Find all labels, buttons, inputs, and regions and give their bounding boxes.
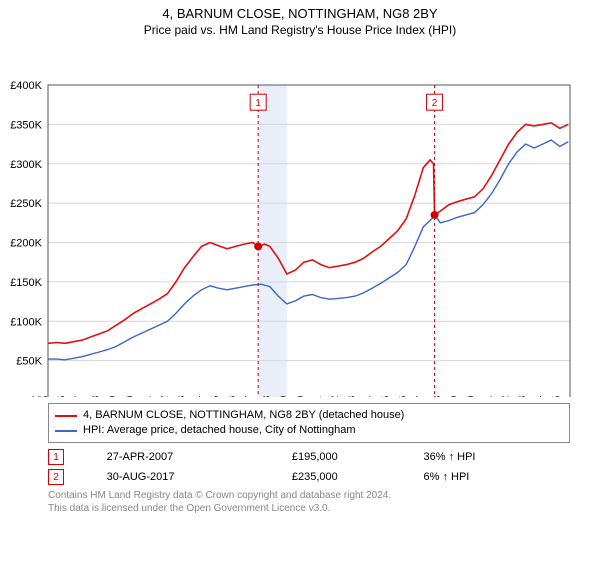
svg-text:2014: 2014 [363, 396, 375, 397]
svg-text:2011: 2011 [312, 396, 324, 397]
svg-text:2012: 2012 [329, 396, 341, 397]
svg-text:2002: 2002 [158, 396, 170, 397]
events-table: 1 27-APR-2007 £195,000 36% ↑ HPI 2 30-AU… [48, 447, 570, 487]
footer-line: Contains HM Land Registry data © Crown c… [48, 489, 570, 502]
svg-text:2013: 2013 [346, 396, 358, 397]
table-row: 1 27-APR-2007 £195,000 36% ↑ HPI [48, 447, 570, 467]
svg-text:2020: 2020 [465, 396, 477, 397]
svg-text:£200K: £200K [10, 238, 42, 250]
event-badge: 2 [48, 469, 64, 485]
svg-text:2001: 2001 [141, 396, 153, 397]
footer-notice: Contains HM Land Registry data © Crown c… [48, 489, 570, 515]
chart-subtitle: Price paid vs. HM Land Registry's House … [0, 23, 600, 37]
svg-text:£250K: £250K [10, 198, 42, 210]
svg-text:£400K: £400K [10, 80, 42, 92]
legend-swatch-property [55, 415, 77, 417]
event-badge: 1 [48, 449, 64, 465]
legend-label: 4, BARNUM CLOSE, NOTTINGHAM, NG8 2BY (de… [83, 408, 404, 423]
svg-text:£100K: £100K [10, 316, 42, 328]
event-delta: 6% ↑ HPI [424, 467, 570, 487]
svg-text:2023: 2023 [517, 396, 529, 397]
legend-label: HPI: Average price, detached house, City… [83, 423, 356, 438]
svg-text:1998: 1998 [90, 396, 102, 397]
svg-text:2004: 2004 [193, 396, 205, 397]
svg-text:£50K: £50K [16, 356, 42, 368]
svg-text:2021: 2021 [483, 396, 495, 397]
svg-text:2016: 2016 [397, 396, 409, 397]
chart-title: 4, BARNUM CLOSE, NOTTINGHAM, NG8 2BY [0, 6, 600, 21]
svg-text:1999: 1999 [107, 396, 119, 397]
svg-text:2: 2 [432, 98, 438, 109]
event-date: 27-APR-2007 [107, 447, 292, 467]
svg-text:2000: 2000 [124, 396, 136, 397]
svg-text:2022: 2022 [500, 396, 512, 397]
legend-item: 4, BARNUM CLOSE, NOTTINGHAM, NG8 2BY (de… [55, 408, 563, 423]
svg-text:2015: 2015 [380, 396, 392, 397]
event-delta: 36% ↑ HPI [424, 447, 570, 467]
svg-text:2009: 2009 [278, 396, 290, 397]
event-date: 30-AUG-2017 [107, 467, 292, 487]
legend-box: 4, BARNUM CLOSE, NOTTINGHAM, NG8 2BY (de… [48, 403, 570, 443]
table-row: 2 30-AUG-2017 £235,000 6% ↑ HPI [48, 467, 570, 487]
svg-text:2006: 2006 [227, 396, 239, 397]
svg-text:2019: 2019 [448, 396, 460, 397]
legend-item: HPI: Average price, detached house, City… [55, 423, 563, 438]
event-price: £235,000 [292, 467, 424, 487]
svg-text:1: 1 [255, 98, 261, 109]
svg-text:2007: 2007 [244, 396, 256, 397]
svg-text:2005: 2005 [210, 396, 222, 397]
svg-text:2025: 2025 [551, 396, 563, 397]
svg-text:£300K: £300K [10, 159, 42, 171]
svg-text:1995: 1995 [39, 396, 51, 397]
svg-text:2010: 2010 [295, 396, 307, 397]
price-chart: £0£50K£100K£150K£200K£250K£300K£350K£400… [0, 37, 600, 397]
footer-line: This data is licensed under the Open Gov… [48, 502, 570, 515]
svg-text:£150K: £150K [10, 277, 42, 289]
svg-text:1997: 1997 [73, 396, 85, 397]
svg-text:2008: 2008 [261, 396, 273, 397]
svg-text:2018: 2018 [431, 396, 443, 397]
legend-swatch-hpi [55, 430, 77, 432]
svg-text:2024: 2024 [534, 396, 546, 397]
svg-text:2017: 2017 [414, 396, 426, 397]
svg-text:£350K: £350K [10, 119, 42, 131]
svg-text:2003: 2003 [175, 396, 187, 397]
svg-text:1996: 1996 [56, 396, 68, 397]
event-price: £195,000 [292, 447, 424, 467]
